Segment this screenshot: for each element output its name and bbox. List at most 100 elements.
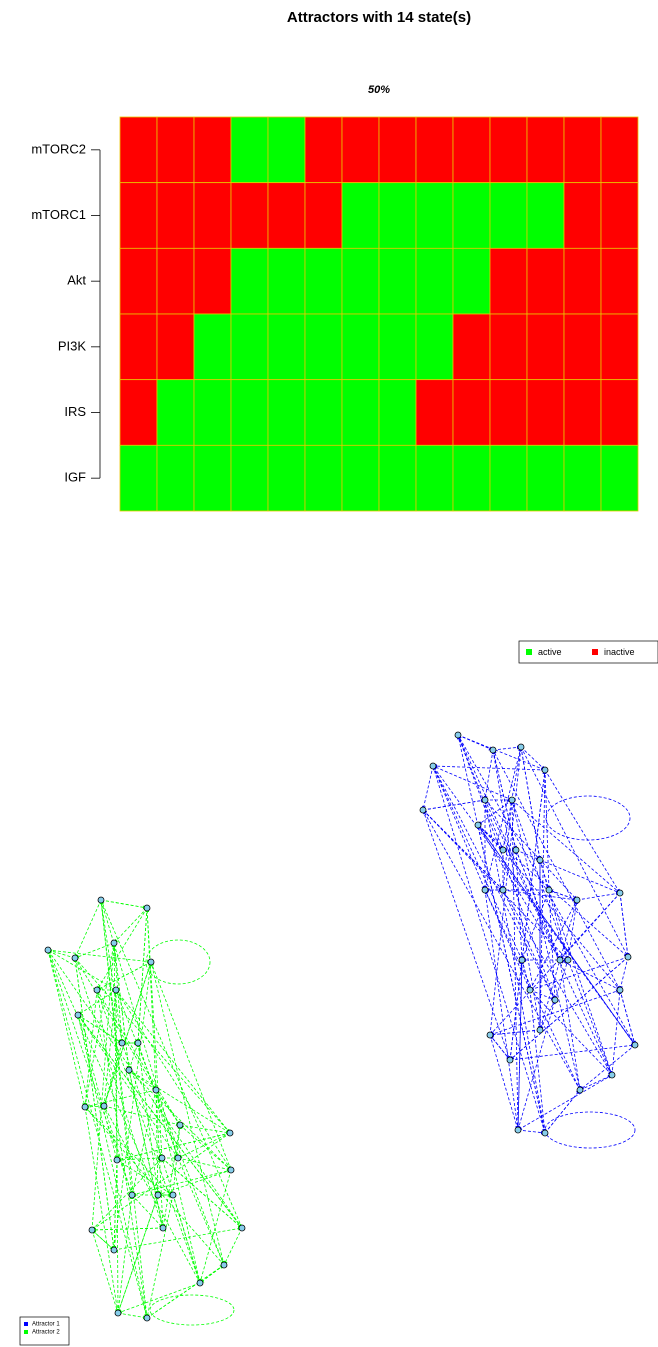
edge bbox=[554, 959, 569, 1001]
cell bbox=[341, 444, 380, 512]
node bbox=[128, 1191, 136, 1199]
edge bbox=[128, 1069, 232, 1171]
cell bbox=[193, 313, 232, 381]
edge bbox=[113, 942, 131, 1071]
node bbox=[517, 743, 525, 751]
edge bbox=[432, 764, 546, 771]
cell bbox=[304, 444, 343, 512]
edge bbox=[73, 957, 115, 1251]
node bbox=[486, 1031, 494, 1039]
node bbox=[93, 986, 101, 994]
node bbox=[508, 796, 516, 804]
edge bbox=[113, 1226, 243, 1251]
edge bbox=[529, 956, 629, 991]
edge bbox=[155, 1089, 202, 1284]
edge bbox=[422, 809, 504, 891]
edge bbox=[100, 899, 124, 1044]
edge bbox=[619, 989, 636, 1046]
edge bbox=[100, 899, 243, 1229]
edge bbox=[502, 849, 621, 991]
edge bbox=[520, 746, 546, 771]
cell bbox=[489, 313, 528, 381]
edge bbox=[520, 746, 542, 861]
edge bbox=[432, 765, 523, 961]
edge bbox=[517, 1074, 613, 1131]
heatmap: mTORC2 mTORC1 Akt PI3K IRS IGF bbox=[31, 116, 639, 512]
cell bbox=[193, 247, 232, 315]
edge bbox=[74, 957, 231, 1134]
cell bbox=[600, 247, 639, 315]
edge bbox=[529, 899, 578, 991]
edge bbox=[476, 824, 546, 1134]
cell bbox=[230, 116, 269, 184]
cell bbox=[526, 444, 565, 512]
node bbox=[226, 1129, 234, 1137]
edge bbox=[76, 1014, 148, 1319]
node bbox=[541, 1129, 549, 1137]
cell bbox=[526, 379, 565, 446]
cell bbox=[156, 116, 195, 184]
edge bbox=[559, 959, 621, 991]
edge bbox=[517, 999, 556, 1131]
edge bbox=[619, 989, 636, 1046]
edge bbox=[509, 769, 547, 1061]
edge bbox=[539, 859, 569, 961]
cell bbox=[267, 313, 306, 381]
edge bbox=[520, 746, 629, 958]
edge bbox=[567, 959, 613, 1076]
cell bbox=[452, 444, 491, 512]
y-tick-label: mTORC1 bbox=[31, 207, 86, 222]
state-legend: active inactive bbox=[518, 640, 658, 664]
node bbox=[159, 1224, 167, 1232]
edge bbox=[47, 949, 152, 964]
cell bbox=[452, 247, 491, 315]
node bbox=[536, 1026, 544, 1034]
cell bbox=[119, 247, 158, 315]
cell bbox=[378, 379, 417, 446]
edge bbox=[77, 1014, 179, 1159]
edge bbox=[179, 1124, 232, 1171]
edge bbox=[96, 989, 201, 1284]
cell bbox=[230, 444, 269, 512]
edge bbox=[84, 1106, 120, 1314]
cell bbox=[193, 444, 232, 512]
node bbox=[152, 1086, 160, 1094]
legend-label: inactive bbox=[604, 647, 635, 657]
node bbox=[454, 731, 462, 739]
self-loop bbox=[544, 1111, 636, 1149]
edge bbox=[579, 1044, 636, 1091]
node bbox=[624, 953, 632, 961]
node bbox=[419, 806, 427, 814]
node bbox=[88, 1226, 96, 1234]
node bbox=[489, 746, 497, 754]
node bbox=[481, 886, 489, 894]
edge bbox=[145, 907, 163, 1159]
edge bbox=[115, 989, 231, 1134]
cell bbox=[489, 116, 528, 184]
cell bbox=[341, 247, 380, 315]
edge bbox=[121, 1042, 163, 1159]
edge bbox=[47, 949, 148, 1319]
edge bbox=[483, 749, 494, 801]
y-tick-label: IRS bbox=[64, 404, 86, 419]
cell bbox=[415, 116, 454, 184]
edge bbox=[150, 961, 232, 1171]
legend-label: Attractor 2 bbox=[32, 1330, 60, 1336]
node bbox=[44, 946, 52, 954]
edge bbox=[103, 1105, 201, 1284]
cell bbox=[341, 313, 380, 381]
edge bbox=[457, 734, 556, 1001]
node bbox=[238, 1224, 246, 1232]
edge bbox=[422, 798, 486, 811]
edge bbox=[74, 957, 157, 1091]
edge bbox=[517, 1129, 546, 1135]
edge bbox=[130, 1089, 157, 1196]
edge bbox=[509, 956, 629, 1061]
edge bbox=[484, 799, 547, 1134]
cell bbox=[267, 116, 306, 184]
edge bbox=[91, 1132, 231, 1231]
edge bbox=[103, 961, 152, 1107]
edge bbox=[84, 1106, 225, 1266]
node bbox=[143, 904, 151, 912]
node bbox=[499, 886, 507, 894]
